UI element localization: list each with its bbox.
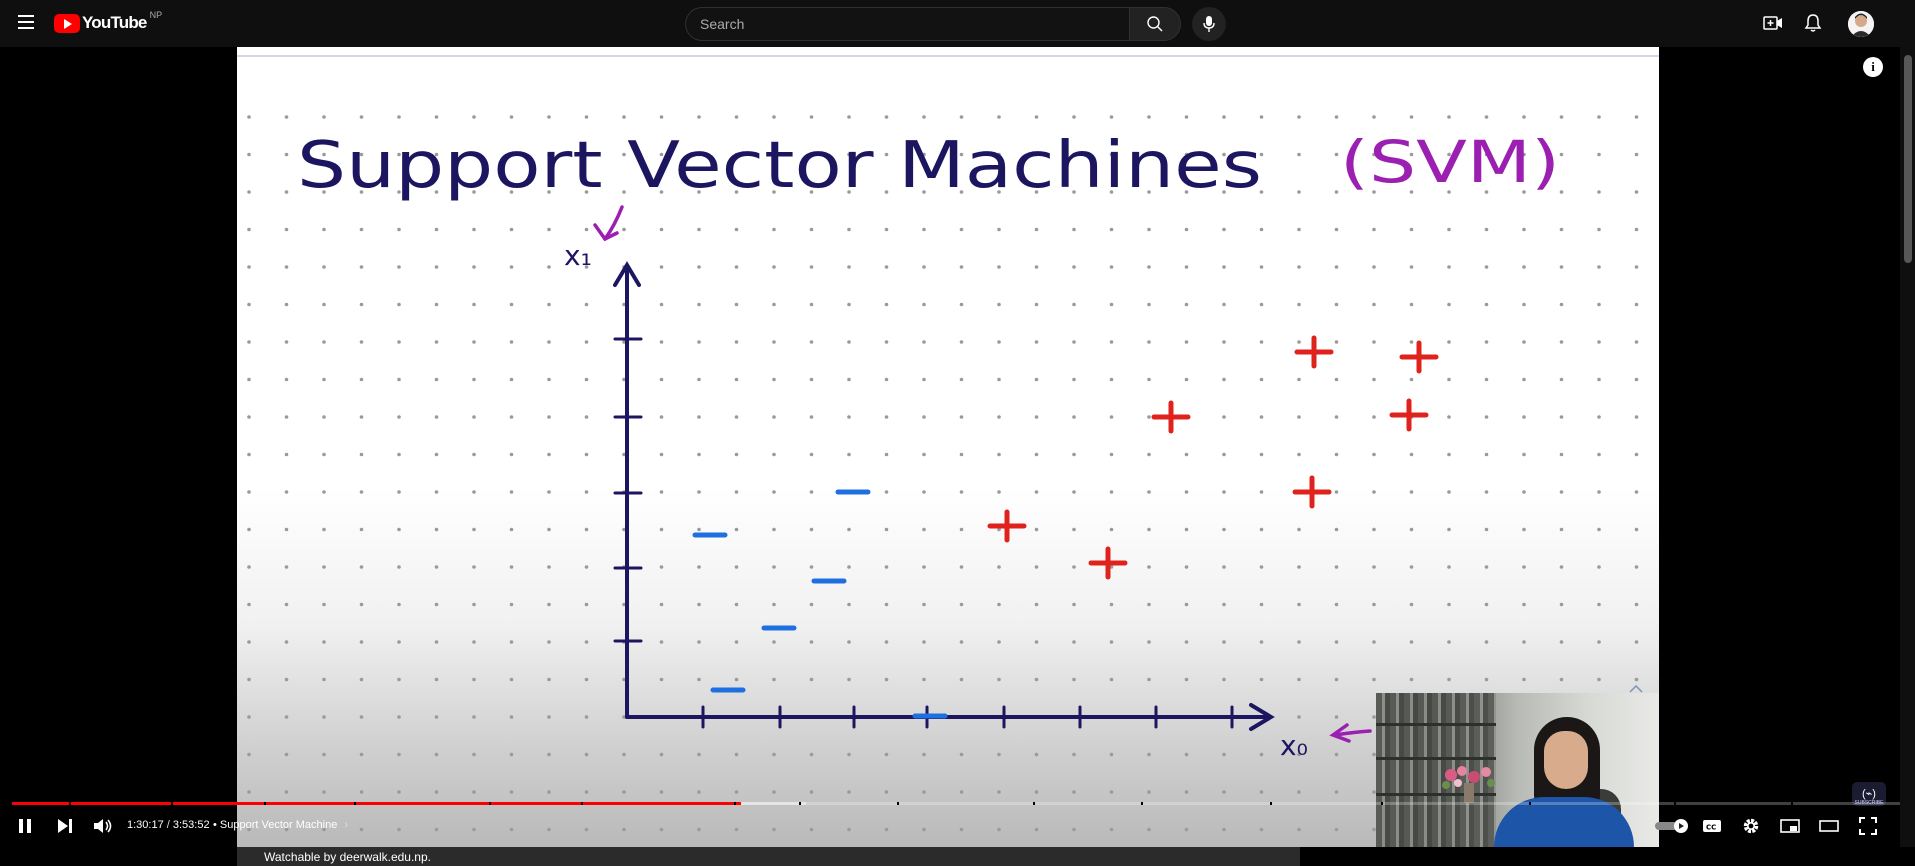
y-axis-arrow [613,261,641,287]
chapter-title-button[interactable]: • Support Vector Machine › [213,819,348,831]
chapter-gap [581,802,584,805]
volume-icon [94,819,112,833]
theater-mode-button[interactable] [1817,812,1841,840]
search-button[interactable] [1129,7,1181,41]
page-scrollbar[interactable] [1900,47,1915,847]
chapter-gap [1269,802,1272,805]
video-player[interactable]: Support Vector Machines (SVM) x₁ x₀ [0,47,1915,847]
scrollbar-thumb[interactable] [1904,55,1912,263]
positive-point [1088,546,1128,580]
chapter-gap [1674,802,1677,805]
axes [613,261,1275,731]
y-axis-label: x₁ [564,239,592,272]
board-top-line [237,55,1659,57]
voice-search-button[interactable] [1192,7,1226,41]
y-pointer-arrow-head [593,223,619,242]
x-axis-arrow [1249,703,1275,731]
chapter-gap [1528,802,1531,805]
positive-point [1399,340,1439,374]
search-input[interactable] [685,7,1129,41]
svg-text:CC: CC [1706,824,1716,832]
chapter-gap [1033,802,1036,805]
bookshelf [1376,693,1496,847]
presenter-face [1544,731,1588,789]
gear-icon [1743,818,1759,834]
pause-icon [19,819,31,833]
duration: 3:53:52 [172,819,210,831]
next-icon [58,819,72,833]
watchable-notice: Watchable by deerwalk.edu.np. [264,850,431,864]
chapter-bullet: • [213,819,217,831]
x-pointer-arrow [1333,729,1372,737]
board-title-abbrev: (SVM) [1340,128,1560,196]
chapter-gap [1381,802,1384,805]
board-title: Support Vector Machines [297,129,1262,203]
chapter-gap [734,802,737,805]
chapter-title: Support Vector Machine [219,819,338,831]
chapter-gap [263,802,266,805]
pause-button[interactable] [12,812,38,840]
chapter-gap [68,802,71,805]
time-separator: / [163,819,173,831]
progress-bar[interactable] [12,802,1903,805]
masthead: YouTube NP [0,0,1915,47]
create-icon[interactable] [1761,11,1785,35]
whiteboard: Support Vector Machines (SVM) x₁ x₀ [247,115,1639,832]
theater-icon [1819,820,1839,832]
search-bar [685,7,1181,41]
avatar-image [1848,11,1874,37]
search-icon [1147,16,1163,32]
data-points [692,335,1439,719]
annotation-arrows [593,205,1372,743]
positive-point [1151,400,1191,434]
miniplayer-icon [1780,819,1800,833]
fullscreen-icon [1859,817,1877,835]
captions-button[interactable]: CC [1700,812,1724,840]
x-axis-label: x₀ [1280,729,1308,762]
x-pointer-arrow-head [1329,723,1351,743]
chapter-gap [354,802,357,805]
axis-ticks [613,337,1234,729]
time-display: 1:30:17 / 3:53:52 [127,819,210,831]
chapter-gap [488,802,491,805]
logo-text: YouTube [82,13,147,32]
menu-icon[interactable] [14,11,38,35]
positive-point [1292,475,1332,509]
channel-watermark[interactable]: (⌁) SUBSCRIBE [1852,782,1886,806]
current-time: 1:30:17 [127,819,164,831]
avatar[interactable] [1848,11,1874,37]
next-button[interactable] [52,812,78,840]
chapter-gap [1140,802,1143,805]
positive-point [987,509,1027,543]
progress-played [12,802,741,805]
autoplay-icon [1655,819,1688,833]
info-icon[interactable]: i [1863,57,1883,77]
youtube-logo[interactable]: YouTube NP [54,10,163,33]
player-controls: 1:30:17 / 3:53:52 • Support Vector Machi… [0,812,1915,840]
autoplay-toggle[interactable] [1653,812,1691,840]
positive-point [1389,398,1429,432]
settings-button[interactable] [1739,812,1763,840]
captions-icon: CC [1703,820,1721,832]
channel-watermark-caption: SUBSCRIBE [1854,800,1884,806]
volume-button[interactable] [90,812,116,840]
youtube-play-icon [54,13,80,33]
bell-icon[interactable] [1801,11,1825,35]
flowers [1442,766,1495,803]
chevron-right-icon: › [344,819,349,831]
country-code: NP [149,10,163,20]
presenter-shirt [1494,797,1634,847]
mic-icon [1203,16,1215,32]
notice-strip [237,847,1300,866]
positive-point [1294,335,1334,369]
presenter-webcam [1376,693,1659,847]
chapter-gap [1791,802,1794,805]
chapter-gap [798,802,801,805]
fullscreen-button[interactable] [1856,812,1880,840]
chevron-up-icon[interactable] [1628,681,1644,693]
chapter-gap [896,802,899,805]
miniplayer-button[interactable] [1778,812,1802,840]
below-player-area: Watchable by deerwalk.edu.np. [0,847,1915,866]
chapter-gap [170,802,173,805]
